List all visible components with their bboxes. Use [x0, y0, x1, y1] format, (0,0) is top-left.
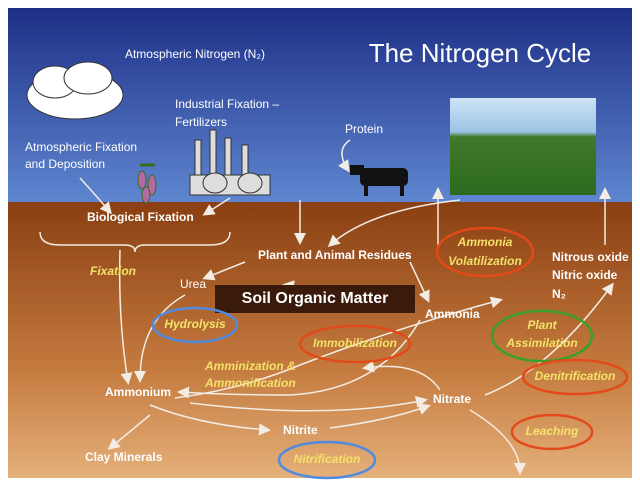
label: Ammonium: [105, 385, 171, 399]
label: Protein: [345, 122, 383, 136]
label: Atmospheric Fixation: [25, 140, 137, 154]
nitrogen-cycle-slide: The Nitrogen Cycle Atmospheric Nitrogen …: [0, 0, 640, 485]
label: Industrial Fixation –: [175, 97, 279, 111]
process-label: Nitrification: [294, 452, 361, 466]
process-label: Ammonia: [457, 235, 513, 249]
label: Biological Fixation: [87, 210, 194, 224]
label: N₂: [552, 287, 566, 301]
label: Clay Minerals: [85, 450, 163, 464]
process-label: Leaching: [526, 424, 579, 438]
process-label: Amminization &: [204, 359, 296, 373]
process-label: Assimilation: [505, 336, 577, 350]
process-label: Hydrolysis: [164, 317, 226, 331]
label: Nitric oxide: [552, 268, 618, 282]
process-label: Ammonification: [204, 376, 296, 390]
label: Fertilizers: [175, 115, 227, 129]
label: Nitrous oxide: [552, 250, 629, 264]
process-label: Volatilization: [448, 254, 522, 268]
crop-field-photo: [450, 98, 596, 195]
cloud: [27, 62, 123, 119]
label: and Deposition: [25, 157, 105, 171]
label: Nitrite: [283, 423, 318, 437]
label: Urea: [180, 277, 206, 291]
title: The Nitrogen Cycle: [369, 38, 592, 68]
label: Soil Organic Matter: [242, 290, 389, 307]
label: Atmospheric Nitrogen (N₂): [125, 47, 265, 61]
label: Ammonia: [425, 307, 480, 321]
process-label: Fixation: [90, 264, 136, 278]
process-label: Plant: [527, 318, 557, 332]
process-label: Immobilization: [313, 336, 397, 350]
label: Plant and Animal Residues: [258, 248, 412, 262]
process-label: Denitrification: [535, 369, 616, 383]
label: Nitrate: [433, 392, 471, 406]
